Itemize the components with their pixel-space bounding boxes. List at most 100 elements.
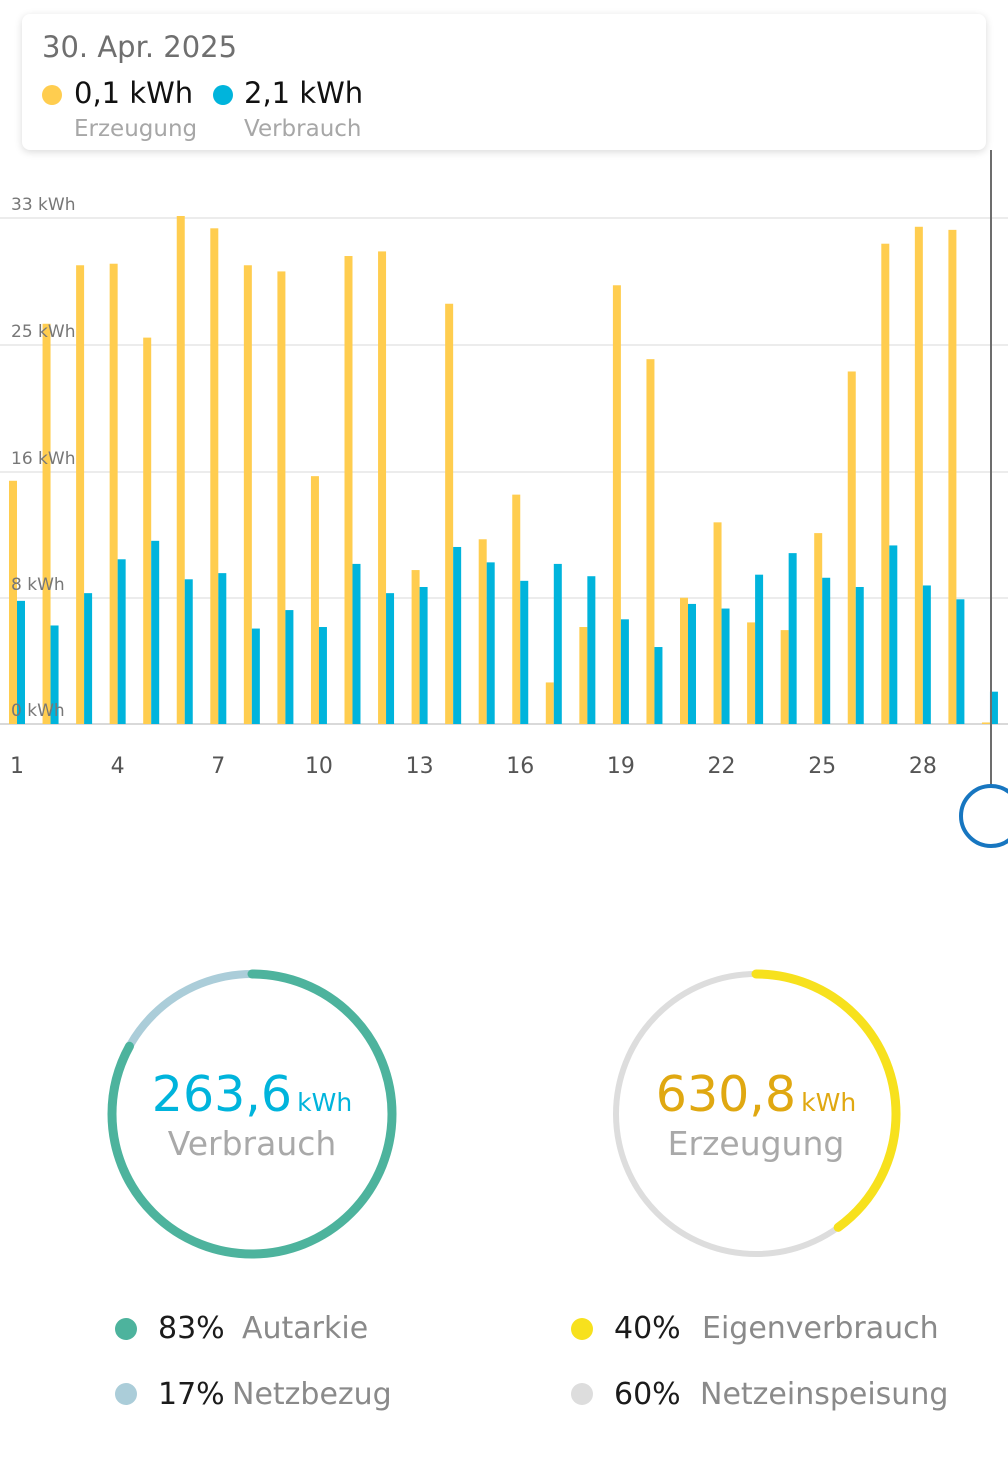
consumption-bar[interactable] — [755, 574, 764, 724]
tooltip-consumption-label: Verbrauch — [244, 116, 362, 142]
generation-bar[interactable] — [847, 371, 856, 724]
y-axis-label: 8 kWh — [11, 575, 65, 595]
consumption-donut-label: Verbrauch — [167, 1124, 337, 1163]
generation-bar[interactable] — [445, 303, 454, 724]
generation-donut[interactable] — [606, 964, 906, 1264]
generation-bar[interactable] — [680, 597, 688, 724]
generation-bar[interactable] — [512, 494, 521, 724]
consumption-bar[interactable] — [84, 593, 93, 724]
generation-total-unit: kWh — [801, 1088, 857, 1117]
generation-bar[interactable] — [143, 337, 152, 724]
consumption-bar[interactable] — [285, 610, 294, 724]
consumption-bar[interactable] — [553, 563, 562, 724]
generation-bar[interactable] — [109, 263, 118, 724]
consumption-bar[interactable] — [989, 691, 998, 724]
consumption-bar[interactable] — [251, 628, 260, 724]
consumption-bar[interactable] — [50, 625, 59, 724]
generation-bar[interactable] — [411, 570, 420, 724]
x-axis-label: 25 — [808, 754, 836, 779]
consumption-bar[interactable] — [922, 585, 931, 724]
generation-total: 630,8 kWh — [556, 1066, 956, 1123]
generation-bar[interactable] — [478, 539, 487, 724]
consumption-bar[interactable] — [822, 577, 831, 724]
generation-bar[interactable] — [780, 630, 789, 724]
consumption-total: 263,6 kWh — [52, 1066, 452, 1123]
tooltip-consumption-value: 2,1 kWh — [244, 76, 364, 110]
consumption-bar[interactable] — [520, 580, 529, 724]
generation-bar[interactable] — [814, 533, 823, 724]
consumption-bar[interactable] — [956, 599, 965, 724]
generation-bar[interactable] — [579, 627, 588, 724]
consumption-bar[interactable] — [721, 608, 730, 724]
autarky-arc — [107, 969, 397, 1259]
generation-total-value: 630,8 — [655, 1066, 797, 1123]
y-axis-label: 25 kWh — [11, 322, 75, 342]
x-axis-label: 28 — [909, 754, 937, 779]
self-consumption-dot-icon — [571, 1318, 593, 1340]
x-axis-label: 22 — [708, 754, 736, 779]
x-axis-label: 16 — [506, 754, 534, 779]
y-axis-label: 0 kWh — [11, 701, 65, 721]
consumption-bar[interactable] — [184, 579, 193, 724]
generation-bar[interactable] — [948, 229, 957, 724]
generation-bar[interactable] — [9, 480, 17, 724]
consumption-bar[interactable] — [688, 603, 696, 724]
feed-in-dot-icon — [571, 1383, 593, 1405]
generation-bar[interactable] — [344, 256, 353, 724]
generation-bar[interactable] — [612, 285, 621, 724]
selected-day-tooltip: 30. Apr. 2025 0,1 kWh Erzeugung 2,1 kWh … — [22, 14, 986, 150]
grid-import-dot-icon — [115, 1383, 137, 1405]
generation-bar[interactable] — [646, 359, 655, 724]
generation-bar[interactable] — [310, 476, 319, 724]
daily-energy-bar-chart: 33 kWh 25 kWh 16 kWh 8 kWh 0 kWh 1 4 7 10 13 16 19… — [0, 150, 1008, 848]
generation-bar[interactable] — [545, 682, 554, 724]
consumption-bar[interactable] — [889, 545, 898, 724]
grid-import-label: Netzbezug — [232, 1377, 392, 1412]
consumption-bar[interactable] — [453, 546, 462, 724]
consumption-bar[interactable] — [386, 593, 395, 724]
consumption-bar[interactable] — [117, 559, 126, 724]
self-consumption-label: Eigenverbrauch — [702, 1311, 939, 1346]
consumption-total-value: 263,6 — [151, 1066, 293, 1123]
generation-bar[interactable] — [713, 522, 722, 724]
self-consumption-percent: 40% — [614, 1311, 681, 1346]
consumption-bar[interactable] — [486, 562, 495, 724]
generation-bar[interactable] — [210, 228, 219, 724]
consumption-bar[interactable] — [218, 573, 227, 724]
x-axis-label: 13 — [406, 754, 434, 779]
generation-bar[interactable] — [243, 265, 252, 724]
y-axis-label: 33 kWh — [11, 195, 75, 215]
generation-bar[interactable] — [378, 251, 387, 724]
consumption-bar[interactable] — [788, 553, 797, 724]
generation-bar[interactable] — [914, 226, 923, 724]
generation-bar[interactable] — [42, 323, 51, 724]
consumption-total-unit: kWh — [297, 1088, 353, 1117]
generation-bar[interactable] — [747, 622, 756, 724]
generation-bar[interactable] — [76, 265, 85, 724]
consumption-bar[interactable] — [17, 600, 25, 724]
consumption-bar[interactable] — [352, 563, 361, 724]
consumption-bar[interactable] — [620, 619, 629, 724]
feed-in-label: Netzeinspeisung — [700, 1377, 949, 1412]
generation-bar[interactable] — [176, 216, 185, 724]
generation-bar[interactable] — [881, 243, 890, 724]
consumption-bar[interactable] — [419, 586, 428, 724]
consumption-dot-icon — [213, 85, 233, 105]
consumption-bar[interactable] — [654, 647, 663, 724]
consumption-bar[interactable] — [587, 576, 596, 724]
generation-bar[interactable] — [981, 722, 990, 724]
y-axis-label: 16 kWh — [11, 449, 75, 469]
autarky-dot-icon — [115, 1318, 137, 1340]
x-axis-label: 1 — [10, 754, 24, 779]
consumption-bar[interactable] — [151, 540, 160, 724]
feed-in-percent: 60% — [614, 1377, 681, 1412]
consumption-bar[interactable] — [855, 586, 864, 724]
generation-dot-icon — [42, 85, 62, 105]
tooltip-date: 30. Apr. 2025 — [42, 30, 238, 64]
selection-drag-handle[interactable] — [959, 784, 1008, 848]
self-consumption-arc — [611, 969, 901, 1259]
consumption-donut[interactable] — [102, 964, 402, 1264]
generation-bar[interactable] — [277, 271, 286, 724]
x-axis-label: 7 — [211, 754, 225, 779]
consumption-bar[interactable] — [318, 627, 327, 724]
